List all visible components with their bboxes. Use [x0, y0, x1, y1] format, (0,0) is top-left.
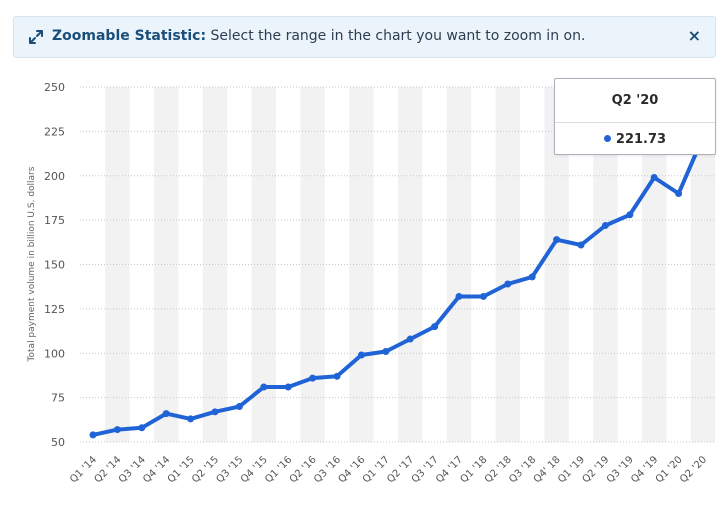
banner-title: Zoomable Statistic:: [52, 28, 207, 44]
y-tick-label: 100: [44, 347, 65, 360]
data-point[interactable]: [309, 374, 317, 382]
close-button[interactable]: ×: [687, 26, 701, 45]
series-dot-icon: [603, 135, 611, 142]
chart-gridlines: [80, 86, 716, 443]
tooltip: Q2 '20 221.73: [554, 78, 716, 155]
data-point[interactable]: [406, 335, 414, 343]
data-point[interactable]: [455, 292, 463, 300]
y-axis-label: Total payment volume in billion U.S. dol…: [27, 166, 37, 362]
y-tick-label: 50: [51, 436, 65, 449]
x-tick-label: Q2 '20: [678, 454, 709, 485]
series-line: [91, 135, 705, 437]
data-point[interactable]: [211, 408, 219, 416]
data-point[interactable]: [431, 323, 439, 331]
data-point[interactable]: [89, 431, 97, 439]
data-point[interactable]: [284, 383, 292, 391]
data-point[interactable]: [553, 236, 561, 244]
data-point[interactable]: [138, 424, 146, 432]
data-point[interactable]: [187, 415, 195, 423]
data-point[interactable]: [601, 221, 609, 229]
y-tick-label: 125: [44, 303, 65, 316]
y-tick-label: 250: [44, 81, 65, 94]
y-tick-label: 200: [44, 170, 65, 183]
y-tick-label: 175: [44, 214, 65, 227]
data-point[interactable]: [357, 351, 365, 359]
data-point[interactable]: [333, 372, 341, 380]
data-point[interactable]: [382, 347, 390, 355]
data-point[interactable]: [626, 211, 634, 219]
column-stripe: [349, 87, 374, 442]
column-stripe: [495, 87, 520, 442]
data-point[interactable]: [675, 190, 683, 197]
column-stripe: [154, 87, 179, 442]
expand-arrows-icon: [29, 30, 43, 44]
column-stripe: [300, 87, 325, 442]
y-tick-label: 75: [51, 392, 65, 405]
zoom-banner: Zoomable Statistic: Select the range in …: [13, 16, 716, 58]
data-point[interactable]: [162, 410, 170, 418]
banner-message: Select the range in the chart you want t…: [210, 28, 586, 44]
data-point[interactable]: [260, 383, 268, 391]
y-tick-label: 150: [44, 259, 65, 272]
tooltip-value-row: 221.73: [555, 123, 715, 156]
data-point[interactable]: [504, 280, 512, 288]
y-tick-label: 225: [44, 125, 65, 138]
data-point[interactable]: [528, 273, 536, 281]
banner-text: Zoomable Statistic: Select the range in …: [52, 28, 585, 44]
tooltip-value: 221.73: [615, 132, 667, 147]
y-axis-ticks: 50 75 100 125 150 175 200 225 250: [44, 81, 65, 449]
data-point[interactable]: [235, 403, 243, 410]
data-point[interactable]: [650, 174, 658, 182]
data-point[interactable]: [479, 292, 487, 300]
data-point[interactable]: [113, 426, 121, 434]
tooltip-category: Q2 '20: [555, 79, 715, 123]
data-point[interactable]: [577, 241, 585, 249]
